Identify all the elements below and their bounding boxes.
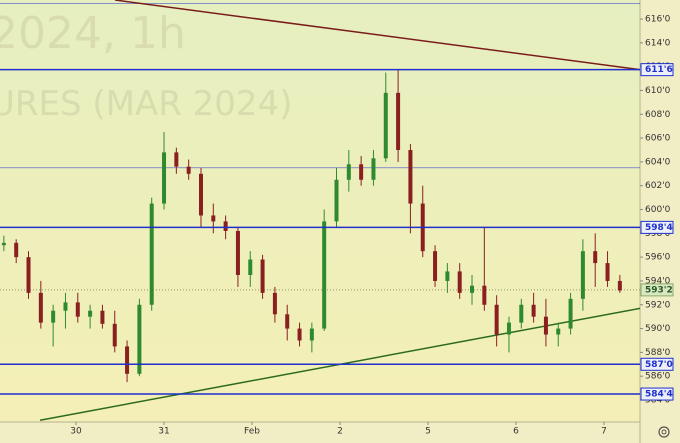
y-tick-label: 586'0 (645, 372, 671, 382)
candle-body (470, 285, 475, 293)
candle-body (51, 310, 56, 323)
candle-body (297, 328, 302, 341)
candle-body (235, 230, 240, 275)
time-axis (0, 422, 640, 443)
candle-body (457, 271, 462, 293)
x-tick-label: 7 (601, 427, 607, 437)
level-label: 587'0 (645, 360, 673, 370)
last-price-box (640, 283, 674, 297)
x-tick-label: 30 (70, 427, 82, 437)
x-tick-label: Feb (244, 427, 260, 437)
candle-body (322, 221, 327, 329)
y-tick-label: 602'0 (645, 181, 671, 191)
candle-body (285, 314, 290, 329)
candle-body (100, 310, 105, 324)
y-tick-label: 616'0 (645, 15, 671, 25)
candle-body (556, 328, 561, 335)
candle-body (494, 304, 499, 335)
candle-body (211, 215, 216, 222)
candle-body (359, 164, 364, 180)
y-tick-label: 614'0 (645, 38, 671, 48)
candle-body (198, 173, 203, 216)
x-tick-label: 6 (513, 427, 519, 437)
candle-body (272, 292, 277, 315)
candle-body (186, 166, 191, 174)
candle-body (383, 92, 388, 159)
level-label-box (640, 220, 674, 234)
candle-body (14, 242, 19, 258)
candle-body (408, 150, 413, 204)
candle-body (38, 292, 43, 323)
level-label: 584'4 (645, 390, 673, 400)
last-price-label: 593'2 (645, 285, 673, 295)
y-tick-label: 590'0 (645, 324, 671, 334)
level-label-box (640, 63, 674, 77)
y-tick-label: 610'0 (645, 86, 671, 96)
candle-body (137, 304, 142, 374)
candle-body (617, 280, 622, 291)
candle-body (63, 302, 68, 311)
x-tick-label: 5 (425, 427, 431, 437)
y-tick-label: 594'0 (645, 276, 671, 286)
y-tick-label: 608'0 (645, 110, 671, 120)
candle-body (223, 221, 228, 231)
x-tick-label: 31 (158, 427, 169, 437)
candle-body (593, 251, 598, 264)
candle-body (75, 302, 80, 317)
y-tick-label: 588'0 (645, 348, 671, 358)
y-tick-label: 592'0 (645, 300, 671, 310)
candle-body (445, 271, 450, 281)
candle-body (125, 346, 130, 374)
level-label: 598'4 (645, 223, 673, 233)
level-label-box (640, 387, 674, 401)
candle-body (396, 92, 401, 150)
x-tick-label: 2 (337, 427, 343, 437)
candle-body (248, 259, 253, 275)
candle-body (162, 152, 167, 204)
candle-body (334, 179, 339, 222)
watermark: 2024, 1h (0, 8, 186, 59)
candle-body (88, 310, 93, 317)
candle-body (309, 328, 314, 341)
candle-body (482, 285, 487, 305)
watermark: URES (MAR 2024) (0, 84, 292, 124)
candle-body (605, 263, 610, 281)
candle-body (531, 304, 536, 317)
y-tick-label: 604'0 (645, 157, 671, 167)
candle-body (519, 304, 524, 323)
candle-body (260, 259, 265, 293)
candle-body (568, 298, 573, 329)
settings-icon[interactable] (658, 426, 670, 438)
candle-body (371, 158, 376, 180)
candle-body (149, 203, 154, 305)
trend-line (114, 0, 641, 71)
candle-body (26, 257, 31, 293)
plot-area (0, 0, 640, 422)
level-label: 611'6 (645, 65, 673, 75)
candle-body (506, 322, 511, 335)
level-label-box (640, 357, 674, 371)
y-tick-label: 600'0 (645, 205, 671, 215)
candle-body (580, 251, 585, 299)
candle-body (112, 323, 117, 347)
candle-body (346, 164, 351, 180)
y-tick-label: 596'0 (645, 253, 671, 263)
candle-body (543, 316, 548, 335)
candle-body (433, 251, 438, 281)
candle-body (1, 242, 6, 246)
y-tick-label: 606'0 (645, 134, 671, 144)
candle-body (174, 152, 179, 167)
